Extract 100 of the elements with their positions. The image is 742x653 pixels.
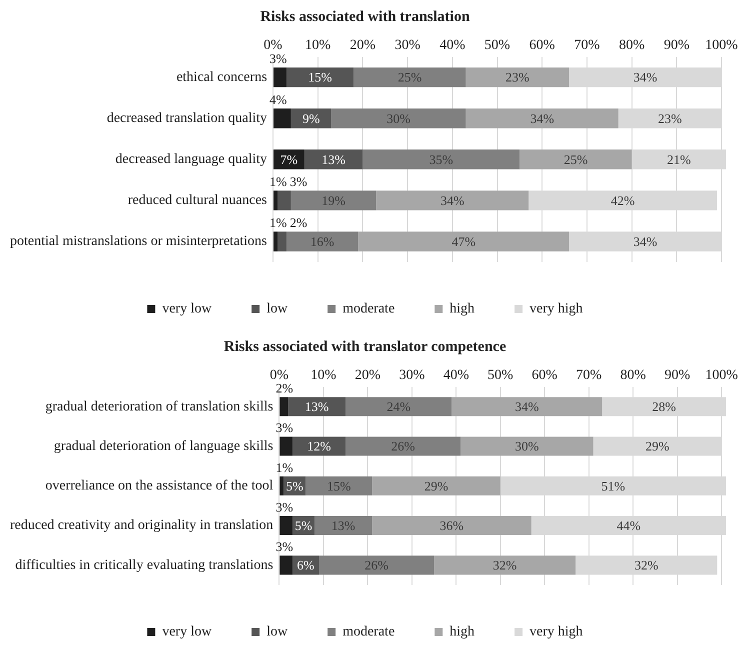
data-label: 9% [302, 110, 320, 126]
data-label: 23% [506, 70, 530, 85]
data-label: 34% [633, 234, 658, 249]
x-tick-label: 90% [664, 368, 690, 384]
legend-label: moderate [342, 302, 395, 317]
x-tick-label: 0% [270, 368, 289, 384]
data-label: 1% [270, 174, 288, 190]
data-label: 30% [386, 110, 411, 126]
bar [306, 476, 372, 496]
x-tick-label: 30% [394, 38, 421, 54]
y-tick-label: reduced cultural nuances [128, 193, 268, 208]
bar [319, 556, 434, 575]
data-label: 29% [646, 438, 670, 454]
legend-label: low [266, 302, 288, 317]
legend-label: low [266, 624, 288, 640]
bar [434, 556, 576, 575]
bar [277, 232, 286, 252]
legend-label: high [450, 302, 475, 317]
data-label: 32% [492, 558, 517, 573]
chart-title: Risks associated with translation [260, 8, 470, 25]
bar [292, 436, 346, 456]
bar [274, 190, 278, 210]
bar [280, 397, 288, 416]
x-tick-label: 80% [618, 38, 645, 54]
data-label: 35% [429, 152, 454, 167]
legend-label: very low [162, 302, 212, 317]
data-label: 51% [601, 478, 626, 494]
y-tick-label: gradual deterioration of language skills [54, 438, 274, 454]
x-tick-label: 20% [354, 368, 381, 384]
data-label: 28% [652, 399, 676, 414]
x-tick-label: 100% [705, 38, 738, 54]
x-tick-label: 20% [350, 38, 376, 54]
bar [376, 190, 529, 210]
bar [358, 232, 570, 252]
data-label: 3% [270, 50, 288, 66]
bar [362, 150, 520, 170]
data-label: 34% [633, 70, 658, 85]
x-tick-label: 60% [529, 38, 556, 54]
data-label: 1% [270, 215, 288, 230]
bar [372, 476, 500, 496]
bar [460, 436, 594, 456]
data-label: 4% [270, 92, 288, 107]
y-tick-label: decreased language quality [115, 152, 268, 168]
data-label: 13% [322, 152, 346, 167]
data-label: 13% [331, 518, 356, 533]
data-label: 21% [666, 152, 691, 167]
bar [280, 436, 292, 456]
x-tick-label: 50% [488, 368, 514, 384]
data-label: 16% [310, 234, 334, 249]
data-label: 5% [286, 478, 304, 494]
bar [280, 516, 292, 536]
legend-label: high [450, 624, 475, 640]
x-tick-label: 90% [664, 38, 690, 54]
bar [277, 190, 291, 210]
bar [274, 67, 286, 88]
bar [290, 190, 376, 210]
data-label: 32% [634, 558, 658, 573]
chart-title: Risks associated with translator competence [224, 338, 506, 355]
data-label: 7% [280, 152, 298, 167]
data-label: 6% [297, 558, 315, 573]
x-tick-label: 60% [532, 368, 558, 384]
y-tick-label: ethical concerns [176, 70, 268, 85]
data-label: 5% [294, 518, 312, 533]
legend-label: very high [530, 302, 583, 317]
data-label: 3% [276, 539, 294, 554]
x-tick-label: 70% [576, 368, 602, 384]
x-tick-label: 0% [264, 38, 283, 54]
x-tick-label: 30% [399, 368, 426, 384]
data-label: 1% [276, 460, 294, 475]
data-label: 34% [515, 399, 540, 414]
data-label: 12% [307, 438, 332, 454]
legend-label: moderate [342, 624, 395, 640]
bar [286, 67, 354, 88]
data-label: 2% [276, 380, 294, 396]
data-label: 34% [530, 110, 554, 126]
data-label: 3% [276, 499, 294, 514]
bar [290, 108, 332, 128]
bar [354, 67, 466, 88]
bar [286, 232, 358, 252]
data-label: 13% [304, 399, 329, 414]
data-label: 26% [391, 438, 416, 454]
legend-label: very high [530, 624, 583, 640]
bar [274, 232, 278, 252]
data-label: 36% [440, 518, 464, 533]
legend-label: very low [162, 624, 212, 640]
data-label: 34% [440, 192, 464, 208]
bar [304, 150, 363, 170]
bar [331, 108, 466, 128]
bar [280, 476, 284, 496]
data-label: 19% [322, 192, 346, 208]
bar [520, 150, 632, 170]
data-label: 24% [386, 399, 411, 414]
data-label: 15% [326, 478, 351, 494]
bar [288, 397, 346, 416]
data-label: 3% [276, 420, 294, 436]
data-label: 44% [616, 518, 641, 533]
data-label: 15% [308, 70, 332, 85]
x-tick-label: 10% [305, 38, 332, 54]
y-tick-label: overreliance on the assistance of the tool [45, 478, 274, 494]
y-tick-label: difficulties in critically evaluating translations [15, 558, 274, 573]
